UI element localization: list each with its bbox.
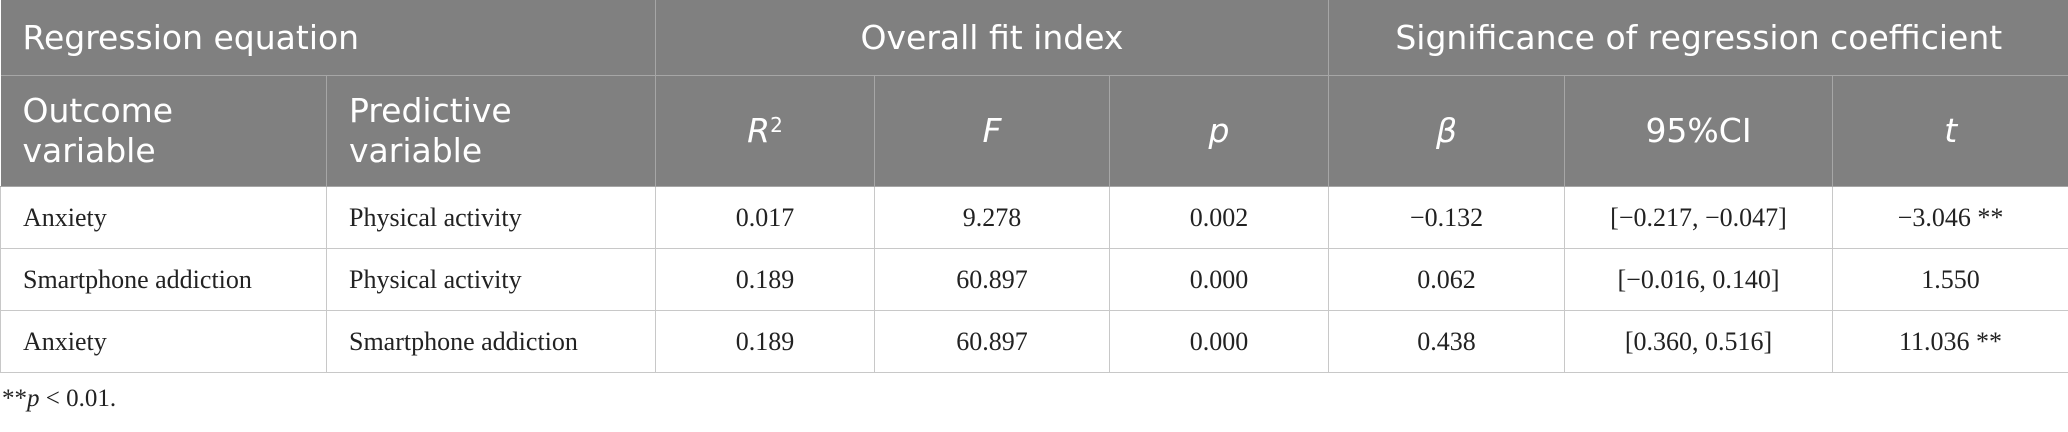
table-cell: Smartphone addiction bbox=[0, 248, 327, 311]
footnote: **p < 0.01. bbox=[0, 373, 2068, 425]
table-cell: 0.438 bbox=[1328, 310, 1565, 373]
table-cell: 0.017 bbox=[655, 186, 875, 249]
table-row: Smartphone addiction Physical activity 0.1… bbox=[0, 248, 2068, 311]
table-cell: −3.046 ** bbox=[1831, 186, 2068, 249]
table-cell: 9.278 bbox=[874, 186, 1110, 249]
table-cell: 0.189 bbox=[655, 248, 875, 311]
table-cell: Anxiety bbox=[0, 186, 327, 249]
table-cell: 1.550 bbox=[1831, 248, 2068, 311]
group-header: Regression equation bbox=[0, 0, 656, 76]
column-header-text: Predictive variable bbox=[349, 91, 512, 170]
column-header-text: R bbox=[747, 111, 771, 150]
table-cell: Physical activity bbox=[326, 248, 656, 311]
table-cell: 60.897 bbox=[874, 248, 1110, 311]
column-header: F bbox=[874, 75, 1110, 187]
column-header-text: 95%CI bbox=[1645, 111, 1752, 150]
group-header: Overall fit index bbox=[655, 0, 1329, 76]
column-header: β bbox=[1328, 75, 1565, 187]
table-cell: Smartphone addiction bbox=[326, 310, 656, 373]
table-row: Anxiety Smartphone addiction 0.189 60.897 0.… bbox=[0, 310, 2068, 373]
table-cell: [0.360, 0.516] bbox=[1564, 310, 1833, 373]
table-cell: [−0.217, −0.047] bbox=[1564, 186, 1833, 249]
column-header-text: t bbox=[1944, 111, 1958, 150]
footnote-text: < 0.01. bbox=[39, 385, 117, 412]
table-cell: 11.036 ** bbox=[1831, 310, 2068, 373]
table-cell: 0.000 bbox=[1109, 310, 1329, 373]
table-cell: Anxiety bbox=[0, 310, 327, 373]
table-cell: 0.189 bbox=[655, 310, 875, 373]
table-cell: [−0.016, 0.140] bbox=[1564, 248, 1833, 311]
column-header: p bbox=[1109, 75, 1329, 187]
regression-table: Regression equation Overall fit index Sign… bbox=[0, 0, 2068, 373]
column-header-text: p bbox=[1208, 111, 1230, 150]
column-header: Outcome variable bbox=[0, 75, 327, 187]
column-header: R2 bbox=[655, 75, 875, 187]
table-cell: 60.897 bbox=[874, 310, 1110, 373]
column-header-text: F bbox=[982, 111, 1002, 150]
column-header-superscript: 2 bbox=[770, 113, 783, 137]
table-cell: −0.132 bbox=[1328, 186, 1565, 249]
table-cell: 0.062 bbox=[1328, 248, 1565, 311]
table-cell: Physical activity bbox=[326, 186, 656, 249]
footnote-stars: ** bbox=[2, 385, 27, 412]
table-cell: 0.002 bbox=[1109, 186, 1329, 249]
column-header: 95%CI bbox=[1564, 75, 1833, 187]
table-row: Anxiety Physical activity 0.017 9.278 0.002−… bbox=[0, 186, 2068, 249]
column-header: Predictive variable bbox=[326, 75, 656, 187]
footnote-symbol: p bbox=[27, 385, 40, 412]
group-header: Significance of regression coefficient bbox=[1327, 0, 2068, 76]
column-header-text: Outcome variable bbox=[22, 91, 174, 170]
table-cell: 0.000 bbox=[1109, 248, 1329, 311]
column-header: t bbox=[1831, 75, 2068, 187]
column-header-text: β bbox=[1435, 111, 1458, 150]
